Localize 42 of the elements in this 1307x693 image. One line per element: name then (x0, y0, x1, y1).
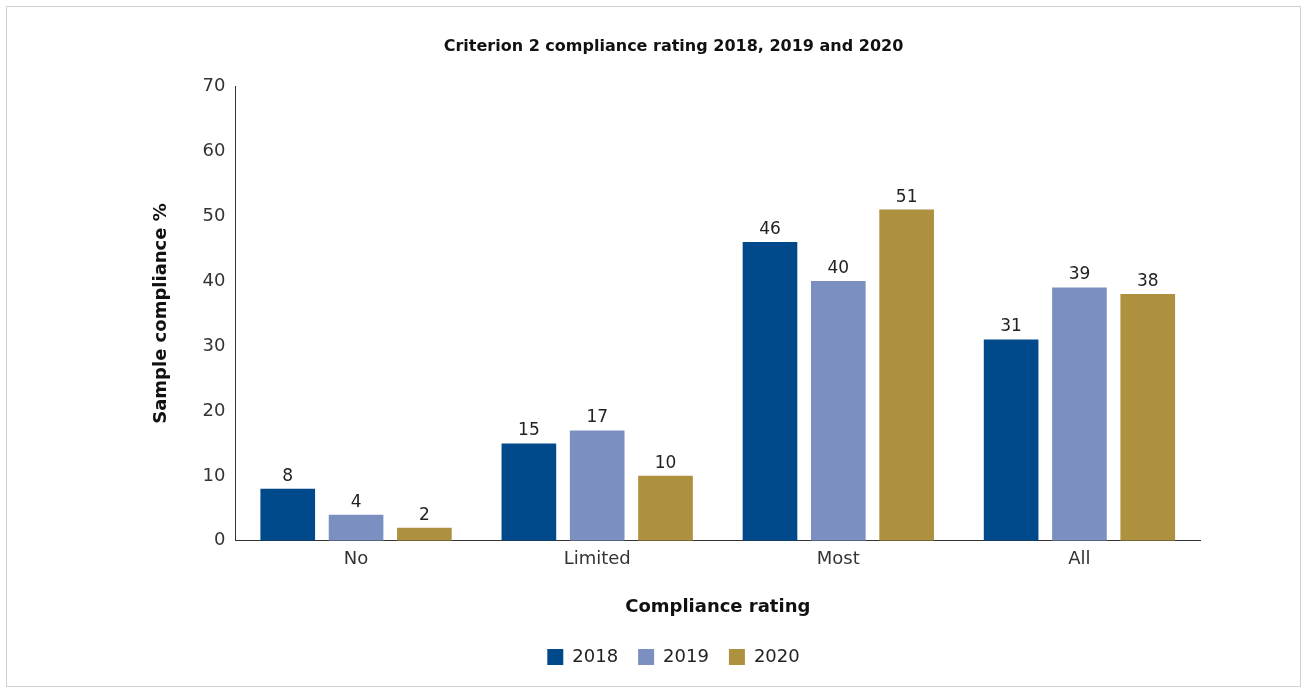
data-label: 10 (654, 451, 677, 472)
bar (879, 209, 934, 541)
bar (501, 443, 557, 541)
y-tick-label: 0 (214, 528, 226, 550)
data-label: 46 (759, 217, 781, 238)
x-tick-label: Most (816, 547, 860, 569)
y-axis-title: Sample compliance % (149, 203, 171, 424)
bar (810, 281, 866, 541)
bar (397, 527, 452, 541)
y-tick-label: 70 (202, 73, 226, 95)
data-label: 2 (418, 503, 430, 524)
data-label: 15 (518, 419, 540, 440)
x-tick-label: No (343, 547, 369, 569)
x-tick-label: All (1068, 547, 1091, 569)
bar (742, 242, 798, 541)
legend-label: 2020 (753, 644, 800, 666)
bar (983, 339, 1039, 541)
y-tick-label: 10 (202, 463, 226, 485)
bar (328, 514, 384, 541)
data-label: 8 (282, 464, 294, 485)
legend-label: 2018 (572, 644, 619, 666)
x-tick-label: Limited (563, 547, 631, 569)
x-axis-title: Compliance rating (625, 594, 811, 616)
y-tick-label: 50 (202, 203, 226, 225)
y-tick-label: 40 (202, 268, 226, 290)
y-tick-label: 20 (202, 398, 226, 420)
data-label: 38 (1136, 269, 1159, 290)
chart-title: Criterion 2 compliance rating 2018, 2019 and 2020 (443, 35, 904, 55)
bar (569, 430, 625, 541)
bar (260, 488, 316, 541)
y-tick-label: 60 (202, 138, 226, 160)
y-tick-label: 30 (202, 333, 226, 355)
data-label: 40 (827, 256, 850, 277)
bar (1120, 294, 1176, 541)
bar (638, 475, 693, 541)
data-label: 4 (350, 490, 362, 511)
data-label: 51 (895, 185, 918, 206)
data-label: 31 (1000, 315, 1022, 336)
legend-label: 2019 (663, 644, 709, 666)
data-label: 39 (1068, 263, 1091, 284)
bar (1052, 287, 1107, 541)
data-label: 17 (586, 406, 609, 427)
